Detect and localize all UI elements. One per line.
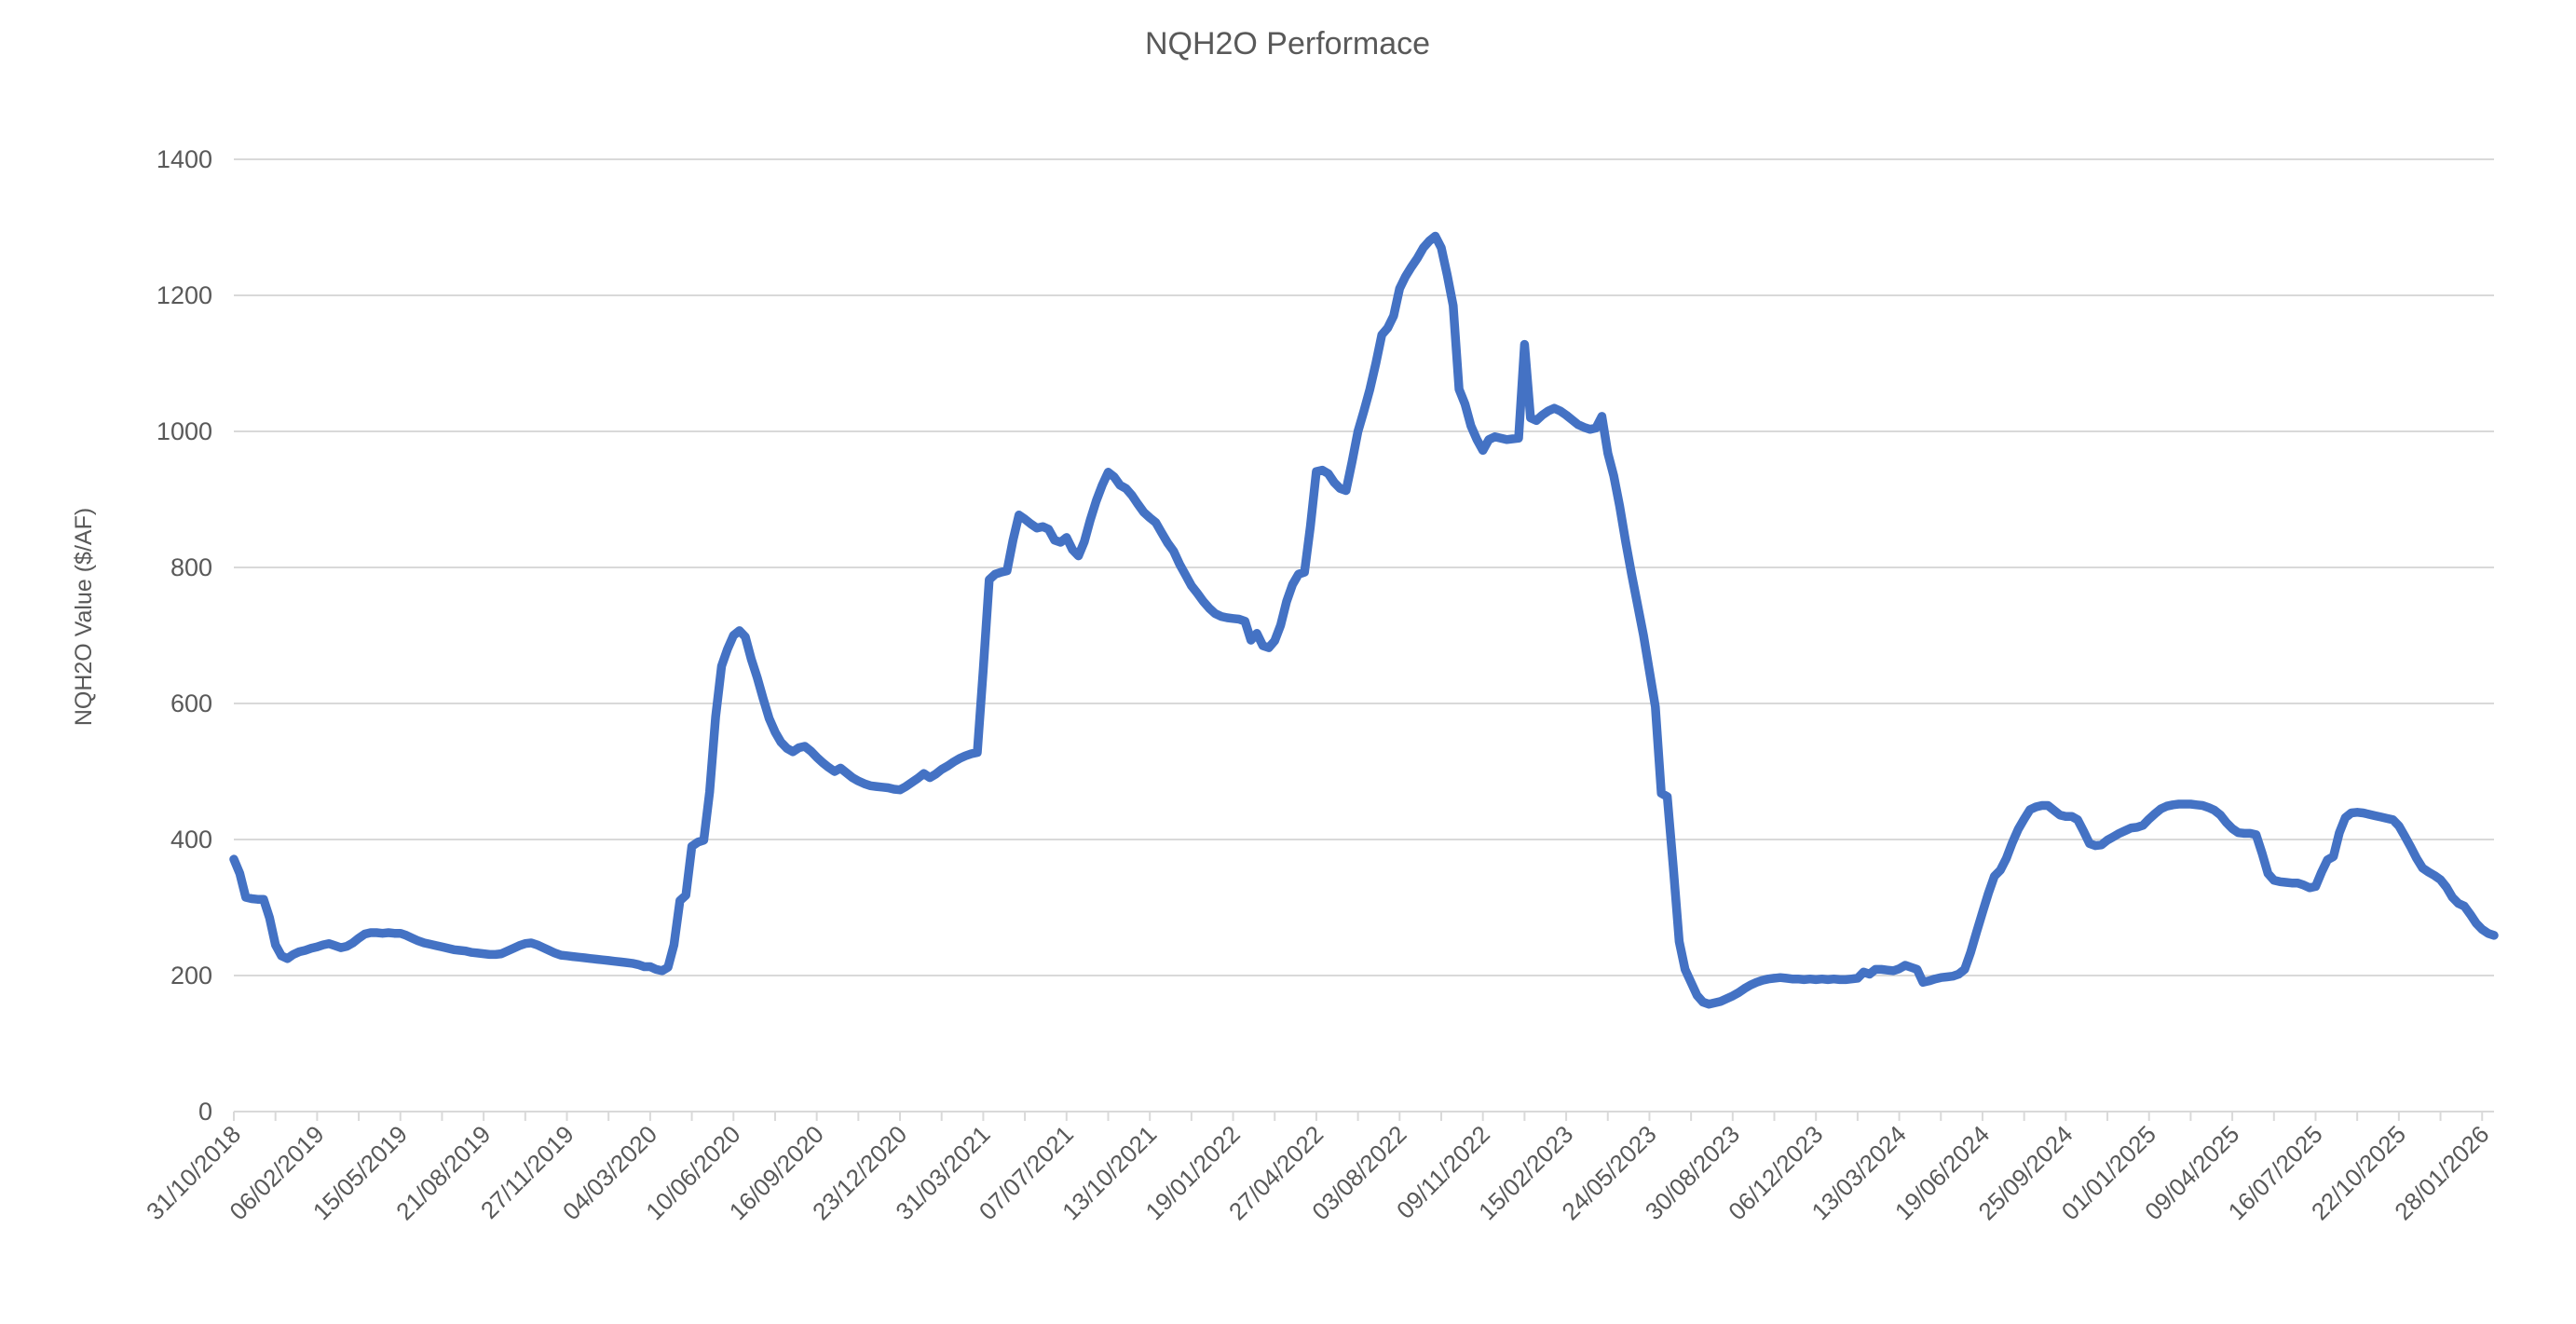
y-tick-label: 1400 [157, 145, 212, 173]
y-tick-label: 600 [170, 689, 212, 717]
y-axis-tick-labels: 0 200 400 600 800 1000 1200 1400 [157, 145, 212, 1126]
data-series-line [229, 231, 2499, 1009]
y-tick-label: 1000 [157, 417, 212, 445]
nqh2o-series-line [229, 231, 2499, 1009]
y-tick-label: 0 [198, 1098, 212, 1126]
chart-title: NQH2O Performace [1145, 26, 1430, 61]
y-axis-title: NQH2O Value ($/AF) [71, 508, 97, 726]
x-axis [233, 1111, 2494, 1121]
x-axis-tick-labels: 31/10/201806/02/201915/05/201921/08/2019… [141, 1120, 2494, 1225]
y-tick-label: 200 [170, 962, 212, 990]
y-tick-label: 400 [170, 826, 212, 853]
y-tick-label: 800 [170, 553, 212, 581]
gridlines [234, 158, 2494, 976]
y-tick-label: 1200 [157, 281, 212, 309]
